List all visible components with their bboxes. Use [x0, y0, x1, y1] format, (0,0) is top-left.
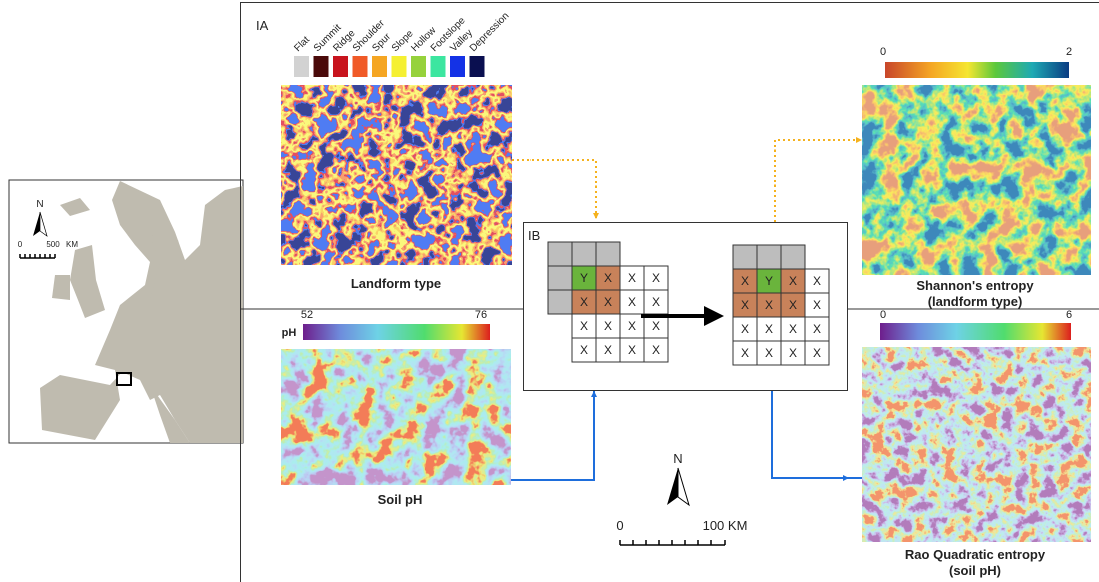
- panel-label: IB: [528, 228, 540, 243]
- legend-swatch: [431, 56, 446, 77]
- arrow-head: [775, 140, 859, 185]
- legend-swatch: [411, 56, 426, 77]
- cell-label: X: [628, 319, 636, 333]
- cell-label: X: [741, 322, 749, 336]
- legend-swatch: [294, 56, 309, 77]
- color-bar: [303, 324, 490, 340]
- cell-label: X: [652, 295, 660, 309]
- cell-label: X: [813, 274, 821, 288]
- ph-map: [281, 349, 511, 485]
- color-bar-label: 0: [880, 46, 886, 58]
- scale-label: 0: [18, 240, 23, 249]
- cell-label: X: [741, 346, 749, 360]
- legend-swatch: [372, 56, 387, 77]
- cell-label: X: [604, 295, 612, 309]
- color-bar-label: 0: [880, 309, 886, 321]
- legend-swatch: [392, 56, 407, 77]
- cell-label: X: [628, 343, 636, 357]
- grid-cell: [596, 242, 620, 266]
- legend-label: Depression: [468, 11, 512, 55]
- flow-arrow: [512, 160, 596, 220]
- map-title: Rao Quadratic entropy: [905, 547, 1046, 562]
- scale-label: 500: [46, 240, 60, 249]
- map-title: Soil pH: [378, 492, 423, 507]
- north-arrow: [678, 468, 689, 505]
- color-bar-label: 76: [475, 309, 487, 321]
- map-title: Shannon's entropy: [916, 278, 1034, 293]
- cell-label: X: [789, 346, 797, 360]
- grid-cell: [733, 245, 757, 269]
- page: N 0 500 KM IA FlatSummitRidgeShoulderSpu…: [0, 0, 1099, 582]
- grid-cell: [781, 245, 805, 269]
- north-label: N: [673, 451, 682, 466]
- north-label: N: [36, 199, 43, 210]
- cell-label: X: [580, 343, 588, 357]
- scale-bar: [620, 540, 725, 545]
- scale-label: KM: [66, 240, 78, 249]
- cell-label: X: [652, 271, 660, 285]
- cell-label: X: [741, 274, 749, 288]
- cell-label: X: [789, 274, 797, 288]
- color-bar-label: 6: [1066, 309, 1072, 321]
- flow-arrow: [775, 140, 862, 222]
- land: [52, 275, 70, 300]
- flow-arrow: [511, 390, 594, 480]
- landform-map: [281, 85, 512, 265]
- cell-label: X: [765, 298, 773, 312]
- flow-arrow: [772, 390, 862, 478]
- rao-map: [862, 347, 1091, 542]
- map-title: Landform type: [351, 276, 441, 291]
- inset-map: N 0 500 KM: [9, 180, 243, 443]
- cell-label: Y: [765, 274, 773, 288]
- map-subtitle: (soil pH): [949, 563, 1001, 578]
- arrow-head: [525, 394, 594, 480]
- grid-cell: [548, 242, 572, 266]
- cell-label: X: [741, 298, 749, 312]
- scale-label: 100 KM: [703, 518, 748, 533]
- figure: N 0 500 KM IA FlatSummitRidgeShoulderSpu…: [0, 0, 1099, 582]
- grid-cell: [548, 266, 572, 290]
- north-arrow: [667, 468, 678, 505]
- legend-label: Flat: [292, 34, 312, 54]
- color-bar: [880, 323, 1071, 340]
- arrow-head: [772, 400, 846, 478]
- cell-label: X: [789, 298, 797, 312]
- landform-legend: FlatSummitRidgeShoulderSpurSlopeHollowFo…: [292, 11, 511, 77]
- color-bar-title: pH: [282, 327, 297, 339]
- cell-label: X: [765, 346, 773, 360]
- legend-swatch: [314, 56, 329, 77]
- cell-label: X: [652, 343, 660, 357]
- color-bar-label: 2: [1066, 46, 1072, 58]
- grid-cell: [548, 290, 572, 314]
- color-bar: [885, 62, 1069, 78]
- cell-label: X: [604, 319, 612, 333]
- map-subtitle: (landform type): [928, 294, 1023, 309]
- shannon-map: [862, 85, 1091, 275]
- grid-cell: [572, 242, 596, 266]
- cell-label: X: [789, 322, 797, 336]
- cell-label: X: [765, 322, 773, 336]
- scale-label: 0: [616, 518, 623, 533]
- panel-label: IA: [256, 18, 269, 33]
- legend-swatch: [353, 56, 368, 77]
- cell-label: X: [580, 295, 588, 309]
- legend-swatch: [333, 56, 348, 77]
- cell-label: X: [604, 343, 612, 357]
- grid-cell: [757, 245, 781, 269]
- cell-label: X: [628, 295, 636, 309]
- arrow-head: [530, 160, 596, 216]
- color-bar-label: 52: [301, 309, 313, 321]
- cell-label: X: [813, 346, 821, 360]
- cell-label: X: [813, 322, 821, 336]
- legend-swatch: [470, 56, 485, 77]
- cell-label: X: [628, 271, 636, 285]
- cell-label: X: [813, 298, 821, 312]
- cell-label: X: [652, 319, 660, 333]
- legend-swatch: [450, 56, 465, 77]
- cell-label: X: [580, 319, 588, 333]
- cell-label: X: [604, 271, 612, 285]
- cell-label: Y: [580, 271, 588, 285]
